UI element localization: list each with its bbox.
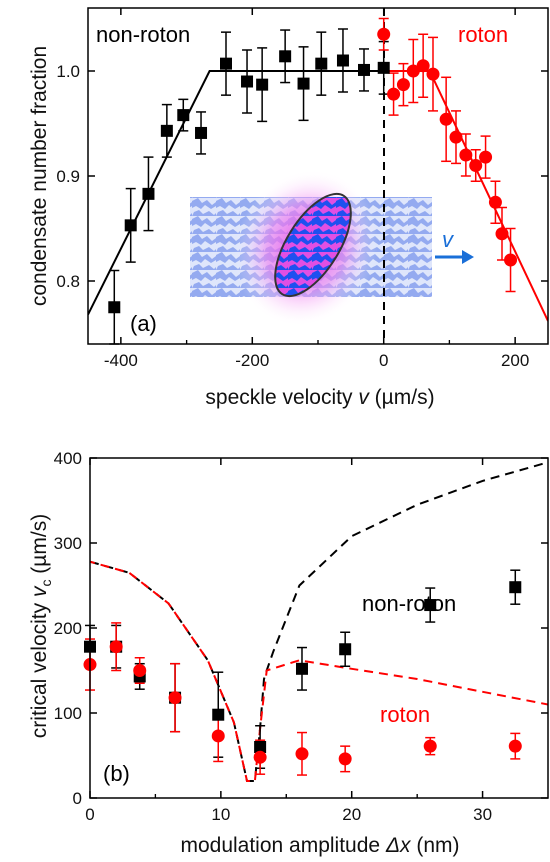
data-point-a-roton-11 bbox=[488, 195, 502, 209]
data-point-b-roton-1 bbox=[109, 640, 123, 654]
data-point-b-roton-5 bbox=[253, 750, 267, 764]
y-tick-label-b-0: 0 bbox=[73, 789, 82, 808]
annotation-non-roton-b: non-roton bbox=[362, 591, 456, 616]
data-point-a-roton-1 bbox=[387, 87, 401, 101]
data-point-a-roton-8 bbox=[459, 148, 473, 162]
data-point-a-non-roton-8 bbox=[256, 78, 269, 91]
data-point-b-roton-4 bbox=[211, 729, 225, 743]
y-tick-label-b-4: 400 bbox=[54, 449, 82, 468]
data-point-a-roton-3 bbox=[406, 64, 420, 78]
data-point-a-non-roton-14 bbox=[377, 61, 390, 74]
data-point-b-non-roton-7 bbox=[339, 643, 352, 656]
data-point-b-roton-6 bbox=[295, 747, 309, 761]
data-point-a-roton-12 bbox=[495, 227, 509, 241]
data-point-a-non-roton-10 bbox=[297, 77, 310, 90]
data-point-a-roton-4 bbox=[416, 59, 430, 73]
data-point-a-roton-2 bbox=[396, 78, 410, 92]
data-point-a-roton-7 bbox=[449, 130, 463, 144]
x-tick-label-a-1: -200 bbox=[235, 351, 269, 370]
x-tick-label-a-0: -400 bbox=[104, 351, 138, 370]
data-point-a-non-roton-7 bbox=[241, 75, 254, 88]
y-axis-label-b: critical velocity vc (µm/s) bbox=[28, 514, 54, 738]
data-point-b-non-roton-9 bbox=[509, 581, 522, 594]
data-point-a-roton-0 bbox=[377, 27, 391, 41]
plot-frame-b bbox=[89, 457, 549, 799]
data-point-a-non-roton-5 bbox=[195, 126, 208, 139]
data-point-b-non-roton-5 bbox=[254, 741, 267, 753]
data-point-a-roton-6 bbox=[439, 112, 453, 126]
x-tick-label-b-3: 30 bbox=[473, 805, 492, 824]
x-axis-label-a: speckle velocity v (µm/s) bbox=[205, 386, 434, 409]
data-point-b-roton-7 bbox=[338, 752, 352, 766]
data-point-a-non-roton-9 bbox=[279, 50, 292, 63]
x-tick-label-b-0: 0 bbox=[85, 805, 94, 824]
theory-curve-b-1 bbox=[90, 560, 548, 782]
y-tick-label-b-1: 100 bbox=[54, 704, 82, 723]
x-tick-label-b-1: 10 bbox=[211, 805, 230, 824]
data-point-a-non-roton-1 bbox=[124, 219, 137, 232]
y-tick-label-a-0: 0.8 bbox=[56, 272, 80, 291]
panel-label-b: (b) bbox=[103, 761, 130, 786]
x-tick-label-a-2: 0 bbox=[379, 351, 388, 370]
x-tick-label-a-3: 200 bbox=[501, 351, 529, 370]
data-point-a-non-roton-4 bbox=[177, 109, 190, 122]
data-point-b-non-roton-6 bbox=[295, 662, 308, 675]
annotation-roton-b: roton bbox=[380, 702, 430, 727]
data-point-b-roton-8 bbox=[423, 739, 437, 753]
data-point-b-roton-9 bbox=[508, 739, 522, 753]
y-tick-label-b-3: 300 bbox=[54, 534, 82, 553]
annotation-non-roton-a: non-roton bbox=[96, 22, 190, 47]
velocity-arrow bbox=[435, 250, 474, 264]
data-point-a-roton-5 bbox=[426, 67, 440, 81]
data-point-a-non-roton-11 bbox=[315, 57, 328, 70]
annotation-roton-a: roton bbox=[458, 22, 508, 47]
data-point-b-non-roton-8 bbox=[424, 599, 437, 612]
panel-label-a: (a) bbox=[130, 311, 157, 336]
data-point-a-non-roton-3 bbox=[160, 124, 173, 137]
data-point-a-roton-13 bbox=[504, 253, 518, 267]
y-axis-label-a: condensate number fraction bbox=[28, 46, 51, 306]
data-point-a-roton-9 bbox=[469, 159, 483, 172]
inset-speckle-image bbox=[190, 169, 432, 327]
x-tick-label-b-2: 20 bbox=[342, 805, 361, 824]
data-point-b-roton-2 bbox=[133, 664, 147, 677]
data-point-a-non-roton-12 bbox=[336, 54, 349, 67]
data-point-a-non-roton-13 bbox=[358, 63, 370, 76]
y-tick-label-b-2: 200 bbox=[54, 619, 82, 638]
y-tick-label-a-1: 0.9 bbox=[56, 167, 80, 186]
data-point-a-roton-10 bbox=[479, 150, 493, 164]
data-point-b-roton-3 bbox=[168, 691, 182, 705]
data-point-a-non-roton-0 bbox=[108, 301, 121, 314]
data-point-b-non-roton-4 bbox=[212, 708, 225, 721]
theory-curve-b-0 bbox=[90, 461, 548, 782]
y-tick-label-a-2: 1.0 bbox=[56, 62, 80, 81]
x-axis-label-b: modulation amplitude Δx (nm) bbox=[180, 834, 459, 857]
velocity-arrow-label: v bbox=[442, 227, 455, 252]
fit-line-a-0 bbox=[88, 70, 384, 316]
data-point-a-non-roton-6 bbox=[220, 57, 232, 70]
data-point-a-non-roton-2 bbox=[142, 187, 155, 200]
